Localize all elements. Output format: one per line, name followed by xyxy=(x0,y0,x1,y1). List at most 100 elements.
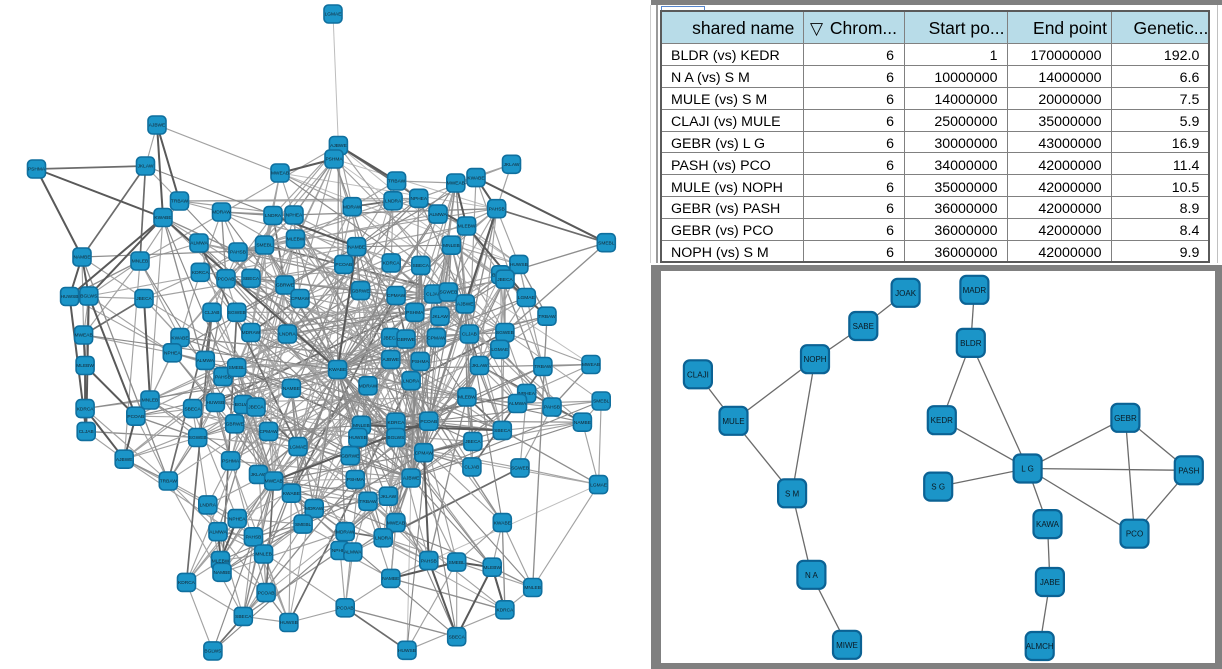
svg-text:SMEBL: SMEBL xyxy=(295,522,312,528)
svg-text:MLEBW: MLEBW xyxy=(76,363,94,369)
svg-text:AJBWE: AJBWE xyxy=(383,357,400,363)
svg-text:MLEBW: MLEBW xyxy=(458,224,476,230)
svg-text:NOPH: NOPH xyxy=(803,355,826,364)
svg-text:MDRAW: MDRAW xyxy=(343,204,362,210)
svg-text:GBRWE: GBRWE xyxy=(397,337,415,343)
svg-text:JKLAW: JKLAW xyxy=(432,314,448,320)
svg-text:PAHSB: PAHSB xyxy=(489,206,505,212)
svg-text:CPMAW: CPMAW xyxy=(387,293,406,299)
svg-text:KWABE: KWABE xyxy=(154,215,171,221)
svg-text:MWEAB: MWEAB xyxy=(447,181,465,187)
svg-text:CPMAW: CPMAW xyxy=(259,429,278,435)
svg-text:MNLEB: MNLEB xyxy=(132,259,149,265)
svg-text:AJBWE: AJBWE xyxy=(403,476,420,482)
svg-text:KDRCA: KDRCA xyxy=(192,270,210,276)
svg-text:LGMAE: LGMAE xyxy=(590,482,607,488)
svg-text:ALMWA: ALMWA xyxy=(509,401,527,407)
svg-text:TRBAW: TRBAW xyxy=(359,499,377,505)
svg-text:CPMAW: CPMAW xyxy=(427,335,446,341)
svg-text:NPHEA: NPHEA xyxy=(518,391,535,397)
svg-text:MDRAW: MDRAW xyxy=(212,210,231,216)
svg-text:MLEBW: MLEBW xyxy=(212,558,230,564)
svg-text:JABE: JABE xyxy=(1040,578,1060,587)
svg-text:ALMWA: ALMWA xyxy=(209,529,227,535)
svg-text:MDRAW: MDRAW xyxy=(242,330,261,336)
svg-text:MLEBW: MLEBW xyxy=(483,565,501,571)
svg-text:JBECA: JBECA xyxy=(383,335,399,341)
svg-text:SGWEB: SGWEB xyxy=(511,466,529,472)
svg-text:SGWEB: SGWEB xyxy=(439,290,457,296)
svg-text:NPHEA: NPHEA xyxy=(286,213,303,219)
svg-text:LNDRA: LNDRA xyxy=(385,199,402,205)
svg-text:MWEAB: MWEAB xyxy=(265,479,283,485)
svg-text:MIWE: MIWE xyxy=(836,641,858,650)
svg-text:SGWEB: SGWEB xyxy=(189,435,207,441)
svg-text:BLDR: BLDR xyxy=(960,339,982,348)
svg-text:PAHSB: PAHSB xyxy=(230,250,246,256)
svg-text:PSHMA: PSHMA xyxy=(406,310,424,316)
svg-text:SMEBL: SMEBL xyxy=(593,399,610,405)
svg-text:JBECA: JBECA xyxy=(465,439,481,445)
svg-text:GBRWE: GBRWE xyxy=(352,288,370,294)
svg-text:AJBWE: AJBWE xyxy=(116,457,133,463)
svg-text:PAHSB: PAHSB xyxy=(215,374,231,380)
svg-text:BGLWS: BGLWS xyxy=(204,649,221,655)
svg-text:JBECA: JBECA xyxy=(136,296,152,302)
svg-text:KDRCA: KDRCA xyxy=(178,580,196,586)
svg-text:SABE: SABE xyxy=(853,322,874,331)
svg-text:SGWEB: SGWEB xyxy=(228,310,246,316)
svg-text:ALMWA: ALMWA xyxy=(344,550,362,556)
svg-text:MNLEB: MNLEB xyxy=(353,423,370,429)
svg-text:MNLEB: MNLEB xyxy=(255,552,272,558)
svg-text:CLJAB: CLJAB xyxy=(426,292,441,298)
svg-text:ALMWA: ALMWA xyxy=(197,358,215,364)
svg-text:LGMAE: LGMAE xyxy=(325,12,342,18)
svg-text:PCOAB: PCOAB xyxy=(337,606,354,612)
svg-text:NPHEA: NPHEA xyxy=(411,196,428,202)
svg-text:SBECA: SBECA xyxy=(184,406,201,412)
svg-text:KWABE: KWABE xyxy=(171,335,188,341)
svg-text:SMEBL: SMEBL xyxy=(256,243,273,249)
svg-text:GBRWE: GBRWE xyxy=(341,453,359,459)
svg-text:TRBAW: TRBAW xyxy=(388,179,406,185)
svg-text:HUWSB: HUWSB xyxy=(61,294,79,300)
svg-text:LGMAE: LGMAE xyxy=(491,347,508,353)
svg-text:MADR: MADR xyxy=(963,286,987,295)
svg-text:PSHMA: PSHMA xyxy=(222,459,240,465)
svg-text:CLJAB: CLJAB xyxy=(79,429,94,435)
svg-text:JKLAW: JKLAW xyxy=(472,363,488,369)
svg-text:NPHEA: NPHEA xyxy=(164,351,181,357)
svg-text:ALMCH: ALMCH xyxy=(1026,642,1054,651)
svg-text:PAHSB: PAHSB xyxy=(245,535,261,541)
svg-text:MWEAB: MWEAB xyxy=(75,333,93,339)
svg-text:SMEBL: SMEBL xyxy=(229,365,246,371)
svg-text:PCOAB: PCOAB xyxy=(335,262,352,268)
svg-text:PSHMA: PSHMA xyxy=(412,359,430,365)
svg-text:KWABE: KWABE xyxy=(283,491,300,497)
svg-text:JBECA: JBECA xyxy=(497,277,513,283)
svg-text:LGMAE: LGMAE xyxy=(518,295,535,301)
svg-text:PSHMA: PSHMA xyxy=(347,477,365,483)
svg-text:CLJAB: CLJAB xyxy=(205,310,220,316)
svg-text:JKLAW: JKLAW xyxy=(504,162,520,168)
svg-text:ALMWA: ALMWA xyxy=(190,241,208,247)
svg-text:BGLWS: BGLWS xyxy=(387,435,404,441)
svg-text:LNDRA: LNDRA xyxy=(200,503,217,509)
svg-text:AJBWE: AJBWE xyxy=(457,302,474,308)
svg-text:TRBAW: TRBAW xyxy=(171,199,189,205)
svg-text:MWEAB: MWEAB xyxy=(582,362,600,368)
svg-text:JKLAW: JKLAW xyxy=(138,164,154,170)
svg-text:AJBWE: AJBWE xyxy=(149,123,166,129)
svg-text:SBECA: SBECA xyxy=(494,428,511,434)
svg-text:PCOAB: PCOAB xyxy=(420,419,437,425)
svg-text:MLEBW: MLEBW xyxy=(458,395,476,401)
svg-text:MLEBW: MLEBW xyxy=(287,237,305,243)
svg-text:MNLEB: MNLEB xyxy=(524,585,541,591)
svg-text:KDRCA: KDRCA xyxy=(383,261,401,267)
svg-text:HUWSB: HUWSB xyxy=(206,400,224,406)
svg-text:KDRCA: KDRCA xyxy=(497,608,515,614)
svg-text:JOAK: JOAK xyxy=(895,289,917,298)
svg-text:MWEAB: MWEAB xyxy=(271,171,289,177)
svg-text:NAMBE: NAMBE xyxy=(574,420,591,426)
svg-text:CLAJI: CLAJI xyxy=(687,370,709,379)
